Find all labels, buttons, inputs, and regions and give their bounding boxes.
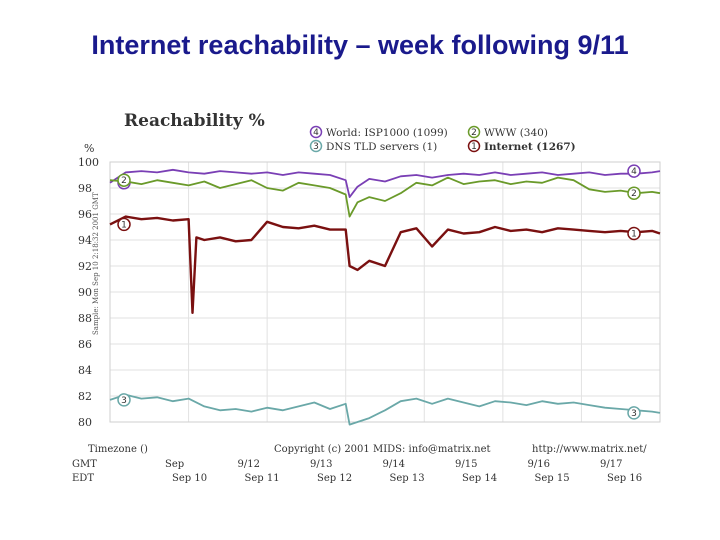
legend-number: 4 (313, 128, 319, 138)
y-tick-label: 96 (78, 208, 92, 221)
plot-frame (109, 161, 661, 423)
y-tick-label: 82 (78, 390, 92, 403)
marker-label: 1 (121, 220, 127, 230)
legend-swatch (309, 125, 323, 139)
legend-label: WWW (340) (484, 127, 548, 139)
grid (109, 161, 661, 423)
x-tick-label-gmt: 9/17 (600, 459, 622, 470)
legend-number: 1 (471, 142, 477, 152)
legend-item-2: 2 WWW (340) (467, 125, 548, 139)
x-tick-label-edt: Sep 16 (607, 473, 642, 484)
series-line-3 (109, 393, 661, 426)
x-tick-label-edt: Sep 12 (317, 473, 352, 484)
series-marker-1-end: 1 (627, 226, 641, 241)
x-tick-label-gmt: 9/13 (310, 459, 332, 470)
legend-label: Internet (1267) (484, 141, 576, 153)
plot-area: 44221133 (109, 164, 661, 426)
y-ticks: 100 98 96 94 92 90 88 86 84 82 80 (78, 156, 99, 429)
series-marker-4-end: 4 (627, 164, 641, 178)
series-marker-3-end: 3 (627, 406, 641, 420)
y-axis-label: % (84, 142, 94, 155)
marker-label: 3 (121, 396, 127, 406)
y-tick-label: 92 (78, 260, 92, 273)
marker-circle (117, 217, 131, 232)
legend-swatch (309, 139, 323, 153)
series-marker-2-start: 2 (117, 173, 131, 187)
x-tick-label-edt: Sep 10 (172, 473, 207, 484)
marker-circle (627, 226, 641, 241)
legend-label: DNS TLD servers (1) (326, 141, 437, 153)
marker-label: 3 (631, 409, 637, 419)
marker-label: 4 (631, 167, 637, 177)
y-tick-label: 80 (78, 416, 92, 429)
marker-circle (627, 406, 641, 420)
series-marker-1-start: 1 (117, 217, 131, 232)
series-marker-3-start: 3 (117, 393, 131, 407)
marker-label: 2 (631, 189, 637, 199)
x-tick-label-gmt: 9/12 (238, 459, 260, 470)
marker-circle (627, 164, 641, 178)
series-line-4 (109, 168, 661, 199)
legend: 4 World: ISP1000 (1099) 2 WWW (340) 3 DNS TLD… (309, 125, 576, 153)
matrix-url: http://www.matrix.net/ (532, 444, 647, 455)
chart-title: Reachability % (124, 111, 265, 131)
tz-edt-label: EDT (72, 473, 94, 484)
legend-number: 2 (471, 128, 477, 138)
y-tick-label: 88 (78, 312, 92, 325)
series-line-1 (109, 215, 661, 314)
x-tick-label-gmt: 9/16 (528, 459, 550, 470)
x-ticks: Sep 9/12 9/13 9/14 9/15 9/16 9/17 Sep 10 Sep 11 S… (165, 459, 642, 484)
y-tick-label: 98 (78, 182, 92, 195)
marker-circle (627, 186, 641, 200)
timezone-label: Timezone () (88, 444, 148, 455)
legend-item-3: 3 DNS TLD servers (1) (309, 139, 437, 153)
series-marker-2-end: 2 (627, 186, 641, 200)
legend-label: World: ISP1000 (1099) (326, 127, 448, 139)
marker-label: 1 (631, 230, 637, 240)
x-tick-label-edt: Sep 15 (535, 473, 570, 484)
x-tick-label-edt: Sep 11 (245, 473, 280, 484)
legend-swatch (467, 125, 481, 139)
legend-number: 3 (313, 142, 319, 152)
legend-item-4: 4 World: ISP1000 (1099) (309, 125, 448, 139)
y-tick-label: 86 (78, 338, 92, 351)
tz-gmt-label: GMT (72, 459, 97, 470)
side-sample-text: Sample: Mon Sep 10 2:18:32 2001 GMT (92, 192, 100, 335)
marker-circle (117, 173, 131, 187)
marker-label: 2 (121, 176, 127, 186)
x-tick-label-gmt: 9/15 (455, 459, 477, 470)
marker-circle (117, 393, 131, 407)
series-line-2 (109, 176, 661, 218)
slide-title: Internet reachability – week following 9… (91, 30, 629, 60)
x-tick-label-edt: Sep 14 (462, 473, 497, 484)
x-tick-label-gmt: 9/14 (383, 459, 405, 470)
legend-swatch (467, 139, 481, 153)
y-tick-label: 84 (78, 364, 92, 377)
x-tick-label-edt: Sep 13 (390, 473, 425, 484)
copyright-text: Copyright (c) 2001 MIDS: info@matrix.net (274, 444, 491, 455)
y-tick-label: 100 (78, 156, 99, 169)
x-tick-label-gmt: Sep (165, 459, 184, 470)
y-tick-label: 94 (78, 234, 92, 247)
legend-item-1: 1 Internet (1267) (467, 139, 576, 153)
y-tick-label: 90 (78, 286, 92, 299)
